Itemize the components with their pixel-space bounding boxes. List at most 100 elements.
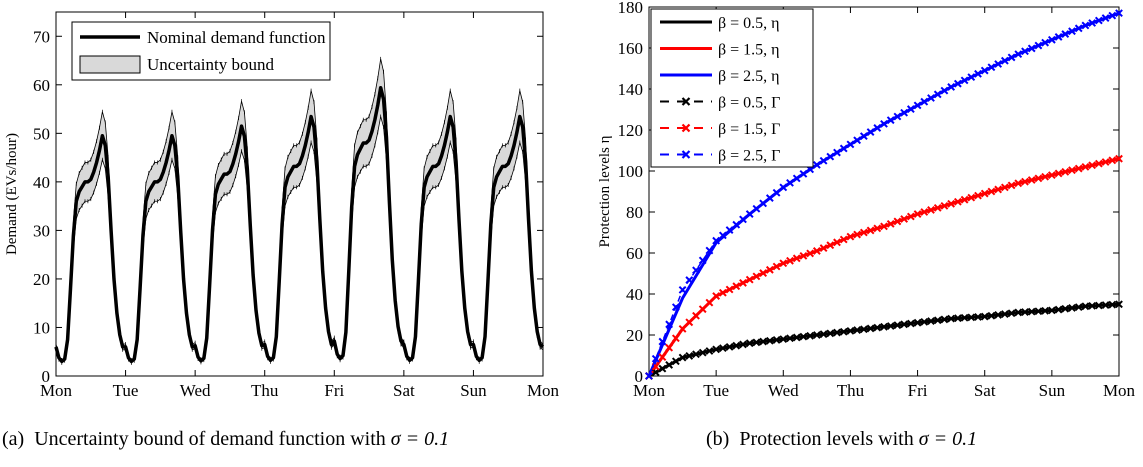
x-marker [745, 275, 754, 284]
chart-b-ytick-label: 80 [626, 203, 643, 222]
x-marker [665, 361, 674, 369]
legend-label-5: β = 1.5, Γ [718, 121, 780, 138]
x-marker [718, 344, 727, 353]
x-marker [826, 152, 835, 161]
x-marker [1047, 171, 1056, 180]
legend-box [650, 8, 814, 168]
x-marker [732, 282, 741, 291]
chart-b-xtick-label: Fri [908, 381, 928, 400]
legend-label-4: β = 0.5, Γ [718, 95, 780, 112]
x-marker [786, 334, 794, 343]
x-marker [1115, 9, 1123, 18]
series-1 [648, 302, 1120, 378]
x-marker [759, 199, 768, 208]
uncertainty-band [55, 58, 544, 364]
x-marker [994, 60, 1003, 68]
x-marker [893, 321, 902, 330]
x-marker [873, 323, 882, 332]
x-marker [806, 249, 815, 258]
x-marker [812, 247, 821, 255]
x-marker [739, 215, 747, 224]
x-marker [1081, 162, 1090, 171]
chart-b-ytick-label: 40 [626, 285, 643, 304]
x-marker [1027, 176, 1036, 184]
x-marker [1041, 38, 1050, 47]
x-marker [759, 269, 768, 277]
x-marker [819, 244, 828, 252]
x-marker [1108, 156, 1117, 165]
x-marker [819, 330, 828, 339]
x-marker [927, 206, 935, 214]
x-marker [974, 191, 982, 200]
chart-b-ytick-label: 180 [618, 0, 644, 17]
chart-a-xtick-label: Mon [527, 381, 560, 400]
x-marker [792, 174, 801, 183]
x-marker [846, 232, 855, 241]
series-5 [645, 154, 1123, 380]
x-marker [772, 336, 781, 344]
x-marker [665, 343, 674, 352]
x-marker [745, 210, 754, 218]
nominal-demand-line [54, 85, 545, 364]
series-4 [645, 300, 1123, 380]
x-marker [725, 285, 734, 294]
x-marker [1074, 164, 1083, 173]
x-marker [765, 265, 774, 274]
series-line [648, 302, 1120, 378]
chart-b-legend: β = 0.5, η β = 1.5, η β = 2.5, η β = 0.5, Γ… [650, 8, 814, 168]
chart-b-ytick-label: 0 [635, 367, 644, 386]
x-marker [786, 256, 794, 265]
x-marker [940, 86, 949, 95]
x-marker [799, 169, 808, 178]
x-marker [1094, 159, 1103, 168]
chart-b-ytick-label: 160 [618, 39, 644, 58]
x-marker [947, 199, 956, 208]
x-marker [712, 292, 721, 300]
chart-b-xtick-label: Thu [837, 381, 865, 400]
x-marker [752, 272, 761, 281]
x-marker [833, 238, 841, 247]
x-marker [1101, 301, 1110, 309]
x-marker [739, 279, 747, 287]
chart-a-frame [55, 11, 544, 377]
x-marker [859, 132, 868, 141]
x-marker [712, 345, 721, 354]
x-marker [752, 204, 761, 213]
x-marker [853, 230, 862, 239]
series-line [647, 157, 1120, 377]
x-marker [1108, 300, 1117, 309]
chart-a-xtick-label: Mon [40, 381, 73, 400]
x-marker [1007, 53, 1016, 62]
x-marker [1061, 304, 1070, 313]
x-marker [671, 334, 680, 343]
x-marker [880, 119, 888, 128]
x-marker [1108, 11, 1117, 20]
x-marker [725, 342, 734, 351]
x-marker [933, 316, 942, 325]
x-marker [853, 326, 862, 334]
x-marker [1014, 179, 1023, 188]
chart-a-xtick-label: Wed [180, 381, 211, 400]
caption-b-text: Protection levels with [739, 428, 914, 450]
x-marker [900, 320, 909, 329]
chart-a-ylabel: Demand (EVs/hour) [4, 133, 20, 255]
x-marker [920, 97, 929, 106]
series-dashed-line [648, 303, 1120, 377]
x-marker [685, 352, 694, 360]
x-marker [671, 303, 680, 312]
legend-label-1: β = 0.5, η [718, 15, 780, 32]
legend-band-label: Uncertainty bound [147, 55, 274, 74]
x-marker [940, 315, 949, 324]
x-marker [1021, 308, 1029, 316]
x-marker [839, 327, 848, 336]
x-marker [920, 317, 929, 326]
x-marker [953, 197, 962, 206]
x-marker [920, 208, 929, 216]
x-marker [1034, 174, 1043, 183]
x-marker [994, 311, 1003, 319]
x-marker [678, 285, 687, 294]
caption-a-label: (a) [2, 428, 25, 450]
x-marker [987, 311, 996, 320]
chart-a-ytick-label: 70 [33, 27, 50, 46]
x-marker [974, 69, 982, 78]
